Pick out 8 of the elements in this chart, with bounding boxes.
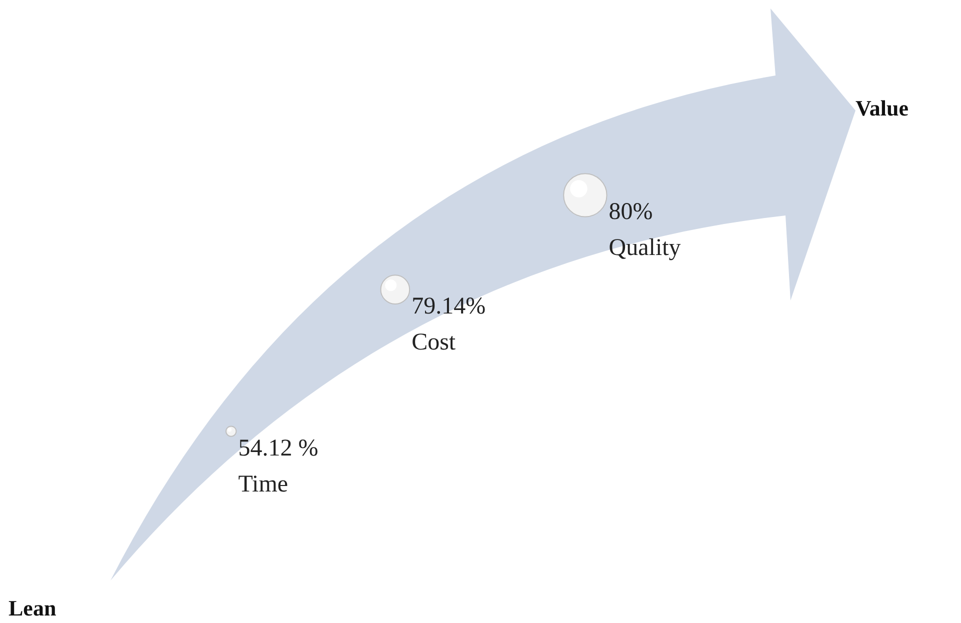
category-label: Quality	[608, 235, 681, 262]
data-label: 80%	[608, 199, 653, 226]
text: Value	[856, 96, 909, 120]
category-label: Cost	[412, 330, 456, 356]
data-label: 79.14%	[412, 294, 486, 320]
data-label: 54.12 %	[238, 435, 318, 462]
category-label: Time	[238, 471, 288, 498]
text: Lean	[8, 596, 56, 620]
